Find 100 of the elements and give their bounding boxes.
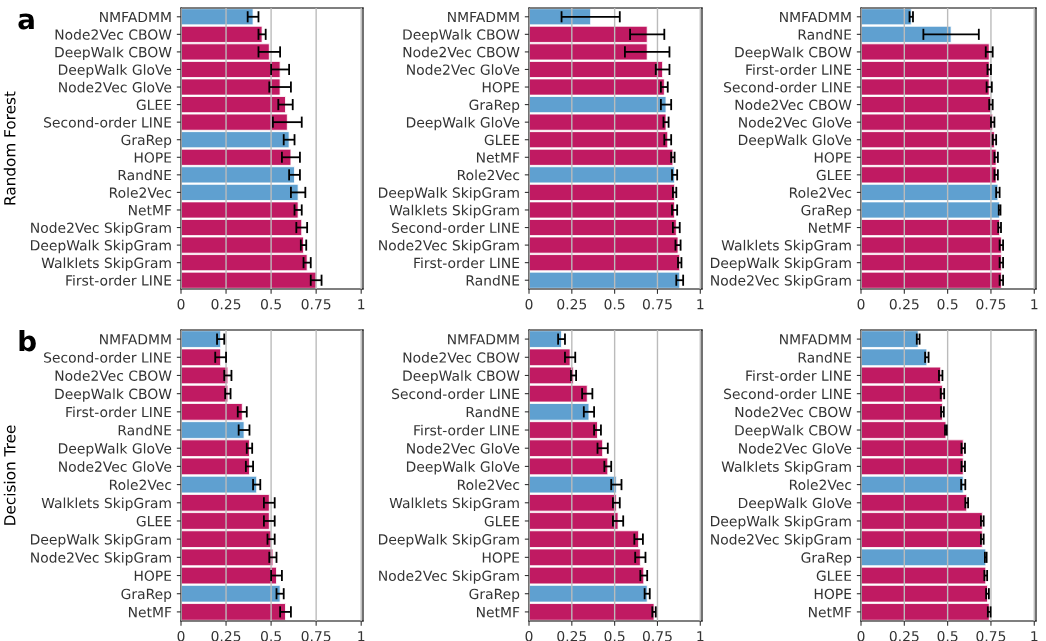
y-tick-label: DeepWalk CBOW	[55, 46, 172, 61]
y-tick-label: Node2Vec SkipGram	[711, 274, 851, 289]
x-tick-label: 1	[697, 299, 704, 310]
x-tick-label: 1	[358, 631, 365, 641]
y-tick-label: GLEE	[136, 99, 172, 111]
x-tick-label: 0	[857, 630, 865, 641]
x-tick-label: 0.5	[260, 298, 281, 310]
y-tick-label: DeepWalk GloVe	[58, 64, 172, 78]
y-tick-label: NMFADMM	[448, 11, 519, 23]
y-tick-label: Walklets SkipGram	[41, 257, 171, 271]
y-tick-label: Node2Vec SkipGram	[711, 533, 851, 548]
y-tick-label: HOPE	[134, 570, 172, 582]
x-tick-label: 1	[1031, 631, 1038, 641]
y-tick-label: GraRep	[121, 134, 172, 148]
y-tick-label: Walklets SkipGram	[41, 497, 171, 511]
x-tick-label: 0.75	[642, 630, 672, 641]
y-tick-label: HOPE	[482, 552, 520, 563]
y-tick-label: First-order LINE	[746, 64, 852, 75]
y-tick-label: GraRep	[801, 552, 852, 566]
x-tick-label: 0.75	[976, 630, 1006, 641]
y-tick-label: GraRep	[469, 588, 520, 602]
y-tick-label: NMFADMM	[780, 334, 851, 345]
y-tick-label: RandNE	[466, 406, 520, 418]
y-tick-label: RandNE	[798, 29, 852, 40]
y-tick-label: First-order LINE	[66, 274, 172, 286]
y-tick-label: DeepWalk SkipGram	[31, 239, 171, 254]
y-tick-label: Node2Vec GloVe	[739, 116, 852, 128]
y-tick-label: Node2Vec CBOW	[735, 99, 852, 111]
y-tick-label: Walklets SkipGram	[721, 461, 851, 475]
x-tick-label: 0.75	[301, 298, 331, 310]
y-tick-label: First-order LINE	[66, 406, 172, 418]
x-tick-label: 0.5	[937, 298, 958, 310]
y-tick-label: DeepWalk CBOW	[55, 388, 172, 402]
y-tick-label: Node2Vec GloVe	[407, 64, 520, 75]
x-tick-label: 0.25	[211, 630, 241, 641]
y-tick-label: Role2Vec	[457, 479, 520, 491]
y-tick-label: GLEE	[816, 570, 852, 582]
y-tick-label: NMFADMM	[100, 11, 171, 23]
y-tick-label: DeepWalk GloVe	[58, 442, 172, 457]
y-tick-label: Node2Vec GloVe	[59, 81, 172, 93]
y-tick-label: Second-order LINE	[724, 388, 852, 400]
y-tick-label: GraRep	[801, 204, 852, 219]
y-tick-label: Node2Vec SkipGram	[379, 570, 519, 584]
x-tick-label: 0	[525, 630, 533, 641]
x-tick-label: 1	[697, 631, 704, 641]
y-tick-label: Node2Vec GloVe	[407, 442, 520, 454]
y-tick-label: NMFADMM	[448, 334, 519, 345]
y-tick-label: Node2Vec SkipGram	[31, 552, 171, 566]
y-tick-label: NetMF	[808, 607, 852, 618]
x-tick-label: 1	[358, 299, 365, 310]
y-tick-label: DeepWalk CBOW	[735, 46, 852, 61]
y-tick-label: NetMF	[476, 607, 520, 618]
y-tick-label: Role2Vec	[109, 479, 172, 491]
y-tick-label: Node2Vec GloVe	[59, 461, 172, 472]
text: a	[18, 13, 34, 30]
y-tick-label: DeepWalk SkipGram	[711, 257, 851, 271]
y-tick-label: Node2Vec SkipGram	[379, 239, 519, 254]
y-tick-label: Second-order LINE	[44, 116, 172, 128]
text: b	[19, 330, 36, 352]
y-tick-label: Role2Vec	[457, 169, 520, 181]
x-tick-label: 0.75	[976, 298, 1006, 310]
y-tick-label: GLEE	[136, 515, 172, 527]
y-tick-label: DeepWalk SkipGram	[31, 533, 171, 548]
x-tick-label: 0.5	[604, 630, 625, 641]
y-tick-label: NetMF	[128, 205, 172, 216]
y-tick-label: NetMF	[128, 607, 172, 618]
y-tick-label: GraRep	[469, 99, 520, 113]
y-tick-label: Node2Vec CBOW	[55, 29, 172, 40]
y-tick-label: Node2Vec CBOW	[735, 406, 852, 418]
x-tick-label: 0.25	[889, 630, 919, 641]
y-tick-label: Role2Vec	[109, 187, 172, 198]
y-tick-label: HOPE	[814, 588, 852, 600]
y-tick-label: HOPE	[482, 82, 520, 93]
y-tick-label: Walklets SkipGram	[389, 497, 519, 511]
y-tick-label: RandNE	[466, 274, 520, 286]
x-tick-label: 0.25	[889, 298, 919, 310]
y-tick-label: DeepWalk CBOW	[403, 370, 520, 384]
x-tick-label: 0.25	[557, 630, 587, 641]
y-tick-label: First-order LINE	[414, 424, 520, 436]
x-tick-label: 0.25	[557, 298, 587, 310]
y-tick-label: Second-order LINE	[724, 81, 852, 93]
y-tick-label: Node2Vec CBOW	[55, 370, 172, 381]
y-tick-label: RandNE	[798, 352, 852, 363]
x-tick-label: 1	[1031, 299, 1038, 310]
y-tick-label: DeepWalk CBOW	[403, 29, 520, 43]
y-tick-label: Node2Vec SkipGram	[31, 222, 171, 236]
x-tick-label: 0	[857, 298, 865, 310]
y-tick-label: DeepWalk SkipGram	[379, 533, 519, 548]
y-tick-label: Second-order LINE	[44, 352, 172, 363]
y-tick-label: HOPE	[134, 152, 172, 163]
y-tick-label: Second-order LINE	[392, 222, 520, 234]
y-axis-title: Decision Tree	[3, 425, 16, 525]
x-tick-label: 0.5	[604, 298, 625, 310]
y-tick-label: NetMF	[808, 222, 852, 234]
y-tick-label: DeepWalk CBOW	[735, 424, 852, 439]
y-axis-title: Random Forest	[3, 91, 16, 205]
y-tick-label: GLEE	[484, 515, 520, 527]
x-tick-label: 0.75	[301, 630, 331, 641]
x-tick-label: 0	[177, 298, 185, 310]
y-tick-label: NMFADMM	[100, 334, 171, 345]
